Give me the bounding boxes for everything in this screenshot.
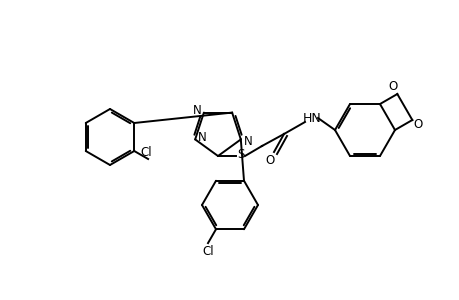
Text: Cl: Cl <box>202 244 213 258</box>
Text: O: O <box>413 118 422 130</box>
Text: HN: HN <box>302 112 321 125</box>
Text: N: N <box>243 135 252 148</box>
Text: N: N <box>197 131 206 144</box>
Text: O: O <box>388 80 397 92</box>
Text: O: O <box>265 154 274 167</box>
Text: N: N <box>192 104 201 117</box>
Text: Cl: Cl <box>140 146 151 158</box>
Text: S: S <box>237 148 244 161</box>
